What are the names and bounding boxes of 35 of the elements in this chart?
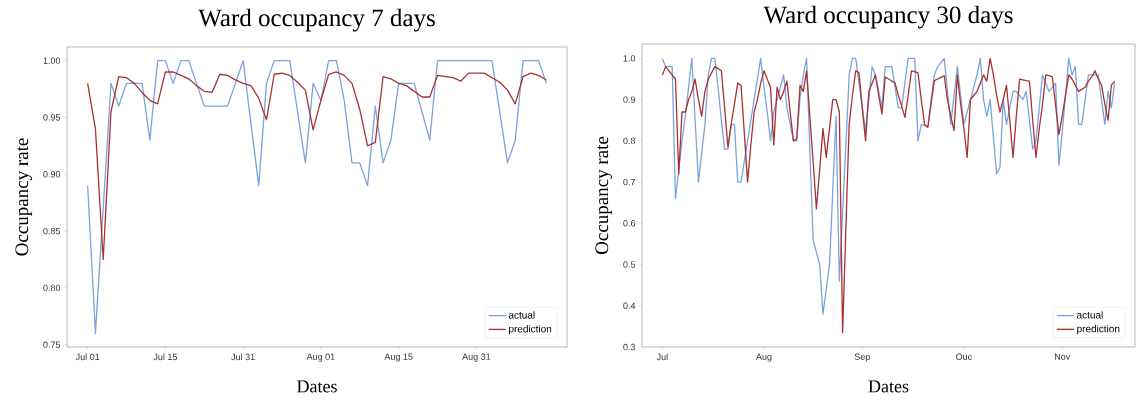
y-tick-label: 0.5 — [623, 261, 636, 268]
y-tick-label: 1.00 — [43, 57, 61, 64]
x-tick-label: Sep — [854, 353, 870, 362]
x-tick-label: Aug 31 — [462, 353, 491, 362]
x-tick-label: Aug — [755, 353, 772, 362]
y-tick-label: 0.4 — [623, 302, 636, 309]
chart-title: Ward occupancy 30 days — [763, 5, 1013, 29]
y-tick-label: 0.75 — [43, 341, 61, 348]
y-tick-label: 0.8 — [623, 137, 636, 145]
x-axis-title: Dates — [868, 380, 909, 393]
y-tick-label: 0.9 — [623, 96, 636, 103]
x-tick-label: Aug 01 — [306, 353, 335, 362]
chart-title: Ward occupancy 7 days — [198, 8, 435, 32]
y-axis-title: Occupancy rate — [15, 138, 33, 256]
y-tick-label: 1.0 — [623, 55, 636, 62]
x-tick-label: Jul 15 — [153, 353, 178, 361]
legend-label: actual — [1077, 311, 1103, 319]
x-tick-label: Aug 15 — [384, 353, 413, 362]
x-tick-label: Jul 01 — [75, 353, 100, 361]
y-tick-label: 0.90 — [43, 171, 61, 178]
y-tick-label: 0.95 — [43, 114, 61, 121]
x-tick-label: Jul — [656, 353, 668, 361]
y-axis-title: Occupancy rate — [595, 136, 613, 255]
legend-label: prediction — [509, 325, 552, 335]
y-tick-label: 0.7 — [623, 178, 636, 186]
x-tick-label: Ouc — [956, 353, 972, 360]
y-tick-label: 0.3 — [623, 343, 636, 351]
legend-label: prediction — [1077, 324, 1120, 335]
x-tick-label: Jul 31 — [231, 353, 255, 361]
y-tick-label: 0.85 — [43, 227, 61, 235]
y-tick-label: 0.6 — [623, 220, 636, 227]
x-tick-label: Nov — [1054, 353, 1071, 360]
x-axis-title: Dates — [297, 380, 337, 393]
y-tick-label: 0.80 — [43, 284, 61, 292]
legend-label: actual — [508, 311, 535, 319]
